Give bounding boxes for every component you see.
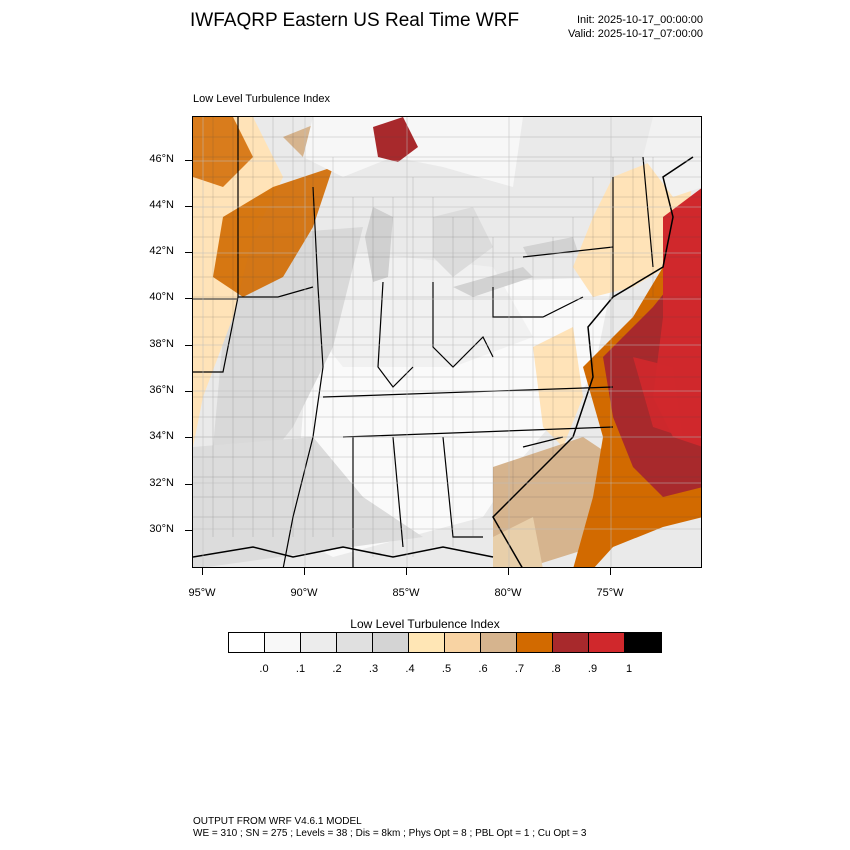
valid-time: Valid: 2025-10-17_07:00:00 (568, 28, 703, 40)
colorbar-title: Low Level Turbulence Index (350, 617, 500, 631)
lat-label-46: 46°N (149, 153, 174, 165)
lat-tick (185, 298, 192, 299)
lake-michigan (365, 207, 393, 282)
colorbar-label: .8 (551, 663, 561, 675)
lon-label-75: 75°W (596, 587, 624, 599)
gulf-gray (193, 437, 423, 567)
lat-tick (185, 345, 192, 346)
map-panel (192, 116, 702, 568)
colorbar-label: .3 (368, 663, 379, 675)
lat-tick (185, 484, 192, 485)
colorbar-label: .9 (587, 663, 598, 675)
colorbar-swatch (517, 633, 553, 652)
colorbar-label: .0 (259, 663, 269, 675)
panel-title: Low Level Turbulence Index (193, 93, 330, 105)
colorbar-swatch (553, 633, 589, 652)
init-valid-times: Init: 2025-10-17_00:00:00 Valid: 2025-10… (568, 13, 703, 41)
lon-tick (508, 568, 509, 575)
lake-huron (433, 207, 493, 277)
main-title: IWFAQRP Eastern US Real Time WRF (190, 10, 520, 31)
lat-tick (185, 391, 192, 392)
lon-label-90: 90°W (290, 587, 318, 599)
colorbar-label: .5 (441, 663, 452, 675)
lat-tick (185, 160, 192, 161)
colorbar-swatch (301, 633, 337, 652)
colorbar-swatch (229, 633, 265, 652)
lat-label-44: 44°N (149, 199, 174, 211)
east-coastline (492, 156, 694, 567)
lat-label-36: 36°N (149, 384, 174, 396)
lake-superior-area (303, 117, 523, 187)
colorbar-swatch (337, 633, 373, 652)
init-time: Init: 2025-10-17_00:00:00 (577, 14, 703, 26)
map-svg (193, 117, 701, 567)
lat-label-30: 30°N (149, 523, 174, 535)
lon-tick (304, 568, 305, 575)
colorbar-swatch (265, 633, 301, 652)
lon-label-95: 95°W (188, 587, 216, 599)
colorbar-label: 1 (625, 663, 633, 675)
lat-tick (185, 252, 192, 253)
county-grid (193, 117, 701, 557)
footer: OUTPUT FROM WRF V4.6.1 MODEL WE = 310 ; … (193, 816, 586, 840)
colorbar-label: .1 (295, 663, 306, 675)
lat-label-32: 32°N (149, 477, 174, 489)
footer-model-line: OUTPUT FROM WRF V4.6.1 MODEL (193, 816, 362, 827)
lon-label-80: 80°W (494, 587, 522, 599)
colorbar-swatch (481, 633, 517, 652)
colorbar-swatch (373, 633, 409, 652)
lat-label-38: 38°N (149, 338, 174, 350)
lat-label-40: 40°N (149, 291, 174, 303)
lat-label-42: 42°N (149, 245, 174, 257)
lon-tick (406, 568, 407, 575)
lon-tick (610, 568, 611, 575)
colorbar-swatch (625, 633, 661, 652)
graticule (193, 117, 701, 567)
footer-config-line: WE = 310 ; SN = 275 ; Levels = 38 ; Dis … (193, 828, 587, 839)
lat-tick (185, 206, 192, 207)
lat-tick (185, 530, 192, 531)
colorbar-label: .4 (405, 663, 415, 675)
colorbar-swatch (445, 633, 481, 652)
colorbar-label: .7 (514, 663, 525, 675)
colorbar-label: .6 (478, 663, 488, 675)
lon-tick (202, 568, 203, 575)
colorbar-swatch (409, 633, 445, 652)
colorbar-swatch (589, 633, 625, 652)
lon-label-85: 85°W (392, 587, 420, 599)
gulf-coastline (193, 546, 494, 558)
gulf-tan (493, 517, 543, 567)
colorbar-label: .2 (332, 663, 342, 675)
lat-label-34: 34°N (149, 430, 174, 442)
colorbar (228, 632, 662, 653)
lat-tick (185, 437, 192, 438)
